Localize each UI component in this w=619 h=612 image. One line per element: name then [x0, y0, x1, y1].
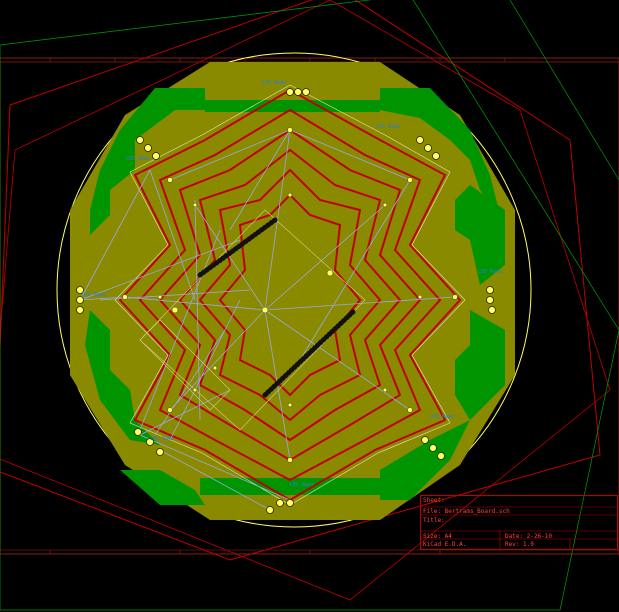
led-label: LED_Name — [126, 156, 150, 162]
sheet-ticks — [49, 58, 506, 554]
title-block-sheet: Sheet: — [423, 497, 445, 504]
via-pads — [122, 127, 458, 463]
led-label: LED_Name — [150, 436, 174, 442]
title-block: Sheet: File: Bertrams_Board.sch Title: S… — [420, 495, 618, 550]
led-footprints — [76, 88, 496, 514]
led-label: LED_Name — [262, 80, 286, 86]
component-labels: LED_Name LED_Name LED_Name LED_Name LED_… — [82, 80, 502, 488]
led-label: LED_Name — [430, 414, 454, 420]
ratsnest-lines — [79, 129, 456, 511]
led-label: LED_Name — [82, 292, 106, 298]
title-block-rev: Rev: 1.0 — [505, 541, 534, 548]
title-block-size: Size: A4 — [423, 533, 452, 540]
led-label: LED_Name — [478, 269, 502, 275]
led-label: LED_Name — [290, 482, 314, 488]
board-outline — [56, 52, 532, 528]
title-block-frame — [420, 495, 618, 550]
title-block-tool: KiCad E.D.A. — [423, 541, 467, 548]
center-ic-outline — [139, 209, 366, 431]
title-block-file: File: Bertrams_Board.sch — [423, 508, 510, 515]
green-zones — [85, 88, 505, 505]
title-block-date: Date: 2-26-10 — [505, 533, 552, 540]
title-block-title: Title: — [423, 517, 445, 524]
ic-pin-rows — [197, 217, 358, 398]
led-label: LED_Name — [376, 124, 400, 130]
